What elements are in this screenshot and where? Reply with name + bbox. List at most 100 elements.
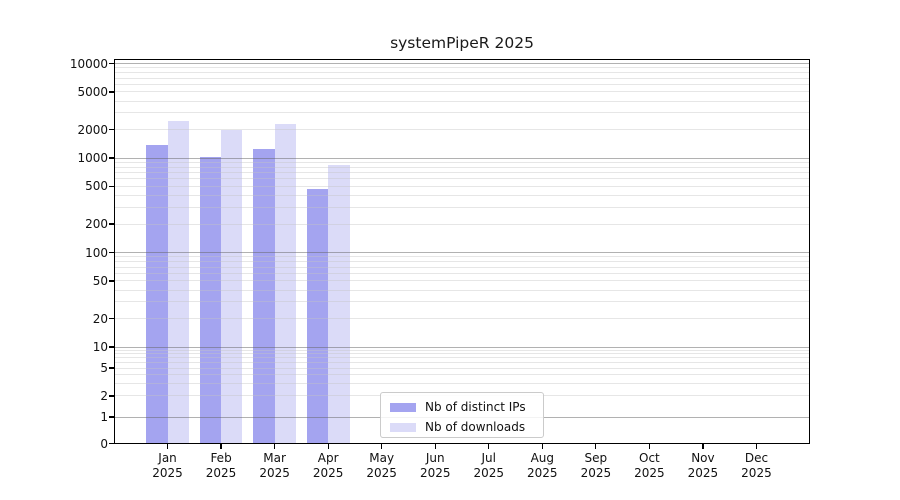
y-tick-label: 1000 — [77, 151, 108, 165]
bar-nb-of-distinct-ips-jan — [146, 144, 168, 444]
y-tick-label: 200 — [85, 217, 108, 232]
legend-label-downloads: Nb of downloads — [425, 419, 526, 434]
legend-item-distinct-ips: Nb of distinct IPs — [390, 398, 543, 416]
y-tick-label: 1 — [100, 410, 108, 424]
minor-gridline — [114, 195, 810, 197]
x-tick-label: May 2025 — [366, 451, 397, 480]
y-tick — [109, 157, 114, 159]
y-tick-label: 5000 — [77, 84, 108, 99]
x-tick — [166, 444, 169, 449]
y-tick-label: 0 — [100, 436, 108, 451]
legend-swatch-distinct-ips — [390, 402, 416, 412]
y-tick — [109, 91, 114, 93]
minor-gridline — [114, 318, 810, 320]
legend-label-distinct-ips: Nb of distinct IPs — [425, 399, 526, 414]
x-tick-label: Dec 2025 — [741, 451, 772, 480]
x-tick-label: Oct 2025 — [634, 451, 665, 480]
minor-gridline — [114, 166, 810, 168]
x-tick — [648, 444, 650, 449]
x-tick-label: Jul 2025 — [473, 451, 505, 480]
minor-gridline — [114, 172, 810, 174]
y-tick-label: 50 — [92, 273, 108, 288]
minor-gridline — [114, 374, 810, 376]
legend-swatch-downloads — [390, 422, 416, 432]
bar-nb-of-distinct-ips-mar — [253, 148, 275, 444]
minor-gridline — [114, 83, 810, 85]
minor-gridline — [114, 72, 810, 74]
x-tick-label: Jan 2025 — [152, 451, 183, 480]
x-tick-label: Nov 2025 — [687, 451, 719, 480]
major-gridline — [114, 346, 810, 348]
y-tick — [109, 367, 114, 369]
minor-gridline — [114, 357, 810, 359]
y-tick — [109, 317, 114, 320]
x-tick — [220, 444, 222, 449]
minor-gridline — [114, 349, 810, 351]
minor-gridline — [114, 161, 810, 163]
y-tick-label: 20 — [92, 311, 108, 326]
minor-gridline — [114, 266, 810, 268]
minor-gridline — [114, 261, 810, 263]
minor-gridline — [114, 178, 810, 180]
x-tick-label: Mar 2025 — [259, 451, 290, 480]
minor-gridline — [114, 272, 810, 274]
y-tick — [109, 346, 114, 348]
major-gridline — [114, 63, 810, 64]
minor-gridline — [114, 77, 810, 79]
x-tick — [434, 444, 436, 449]
x-tick-label: Jun 2025 — [419, 451, 451, 480]
major-gridline — [114, 157, 810, 159]
y-tick — [109, 395, 114, 397]
x-tick — [541, 444, 543, 449]
y-tick — [109, 416, 114, 418]
minor-gridline — [114, 353, 810, 355]
x-tick-label: Apr 2025 — [312, 451, 344, 480]
minor-gridline — [114, 185, 810, 187]
y-tick-label: 2 — [100, 388, 108, 403]
minor-gridline — [114, 301, 810, 303]
y-tick — [109, 251, 114, 254]
y-tick-label: 100 — [85, 245, 108, 260]
x-tick — [702, 444, 704, 449]
major-gridline — [114, 252, 810, 253]
minor-gridline — [114, 129, 810, 131]
bar-nb-of-downloads-mar — [274, 123, 297, 444]
minor-gridline — [114, 223, 810, 225]
legend-item-downloads: Nb of downloads — [390, 418, 543, 436]
y-tick-label: 2000 — [77, 122, 108, 137]
bar-nb-of-downloads-apr — [328, 165, 350, 444]
legend: Nb of distinct IPs Nb of downloads — [380, 392, 544, 438]
bar-nb-of-distinct-ips-apr — [306, 189, 329, 444]
x-tick-label: Feb 2025 — [205, 451, 237, 480]
minor-gridline — [114, 289, 810, 291]
x-tick — [274, 444, 276, 449]
x-tick — [381, 444, 383, 449]
x-tick — [755, 444, 758, 449]
minor-gridline — [114, 206, 810, 208]
y-tick — [109, 223, 114, 225]
minor-gridline — [114, 280, 810, 282]
chart-title: systemPipeR 2025 — [390, 34, 534, 52]
y-tick-label: 5 — [100, 361, 108, 376]
y-tick — [109, 280, 114, 282]
y-tick-label: 10 — [92, 340, 108, 354]
y-tick-label: 10000 — [69, 56, 108, 71]
y-tick — [109, 62, 114, 65]
bar-nb-of-downloads-jan — [167, 121, 189, 444]
minor-gridline — [114, 256, 810, 258]
x-tick-label: Sep 2025 — [580, 451, 612, 480]
minor-gridline — [114, 362, 810, 364]
minor-gridline — [114, 91, 810, 93]
minor-gridline — [114, 383, 810, 385]
x-tick — [488, 444, 490, 449]
y-tick — [109, 442, 114, 445]
y-tick — [109, 128, 114, 131]
y-tick — [109, 185, 114, 188]
x-tick — [595, 444, 597, 449]
minor-gridline — [114, 100, 810, 102]
bar-nb-of-distinct-ips-feb — [199, 157, 222, 444]
y-tick-label: 500 — [85, 179, 108, 194]
x-tick-label: Aug 2025 — [527, 451, 558, 480]
x-tick — [327, 444, 329, 449]
